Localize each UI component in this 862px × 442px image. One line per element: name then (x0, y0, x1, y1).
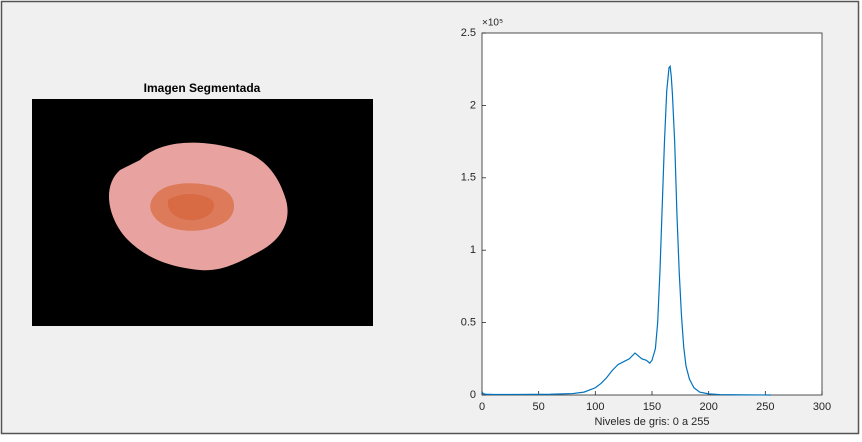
x-tick-label: 0 (479, 401, 485, 413)
y-tick-label: 0.5 (461, 317, 476, 329)
y-tick-label: 1.5 (461, 172, 476, 184)
x-tick-label: 300 (813, 401, 831, 413)
x-tick-label: 250 (756, 401, 774, 413)
y-tick-label: 2.5 (461, 27, 476, 39)
histogram-line (481, 64, 772, 396)
plot-area (481, 32, 823, 396)
x-axis-label: Niveles de gris: 0 a 255 (595, 416, 710, 428)
y-tick-label: 0 (470, 389, 476, 401)
x-tick-label: 200 (699, 401, 717, 413)
lesion-center (167, 194, 215, 221)
x-tick-label: 100 (586, 401, 604, 413)
y-exponent: ×10⁵ (482, 18, 503, 29)
y-tick-label: 2 (470, 99, 476, 111)
y-tick-label: 1 (470, 244, 476, 256)
x-tick-label: 150 (643, 401, 661, 413)
image-title: Imagen Segmentada (144, 81, 261, 95)
x-tick-label: 50 (533, 401, 545, 413)
